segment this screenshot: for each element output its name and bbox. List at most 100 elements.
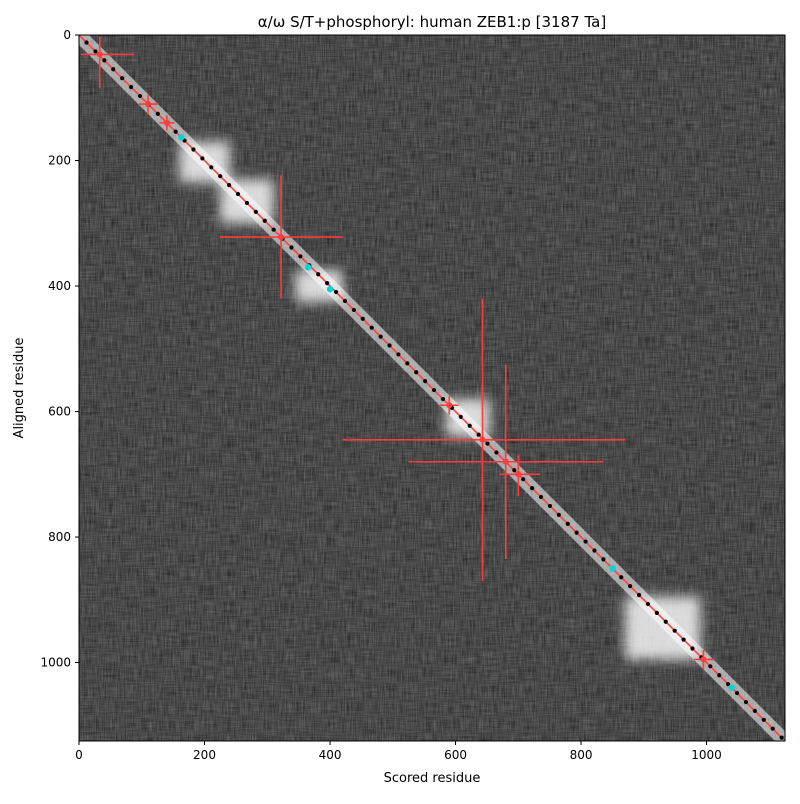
residue-dot bbox=[235, 191, 241, 197]
x-tick-label: 0 bbox=[75, 748, 83, 762]
highlight-points bbox=[178, 134, 735, 691]
residue-dot bbox=[431, 387, 437, 393]
residue-dot bbox=[93, 49, 98, 54]
residue-dot bbox=[636, 592, 642, 598]
cross-center bbox=[163, 119, 170, 126]
y-tick-label: 600 bbox=[48, 405, 71, 419]
highlight-point bbox=[304, 263, 312, 271]
highlight-point bbox=[609, 565, 616, 572]
residue-dot bbox=[601, 557, 606, 562]
residue-dot bbox=[494, 450, 499, 455]
residue-dot bbox=[262, 218, 267, 223]
residue-dot bbox=[654, 610, 659, 615]
highlight-point bbox=[326, 285, 334, 293]
cross-center bbox=[515, 471, 522, 478]
residue-dot bbox=[111, 67, 116, 72]
y-tick-label: 0 bbox=[63, 28, 71, 42]
residue-dot bbox=[298, 254, 303, 259]
residue-dot bbox=[485, 441, 490, 446]
plot-frame bbox=[78, 34, 786, 742]
residue-dot bbox=[316, 272, 321, 277]
residue-dot bbox=[619, 575, 624, 580]
residue-dot bbox=[120, 76, 125, 81]
residue-dot bbox=[227, 183, 232, 188]
residue-dot bbox=[770, 726, 775, 731]
residue-dot bbox=[663, 619, 668, 624]
residue-dot bbox=[779, 735, 784, 740]
residue-dot bbox=[690, 646, 695, 651]
residue-dot bbox=[396, 352, 401, 357]
x-axis-ticks: 0 200 400 600 800 1000 bbox=[75, 741, 722, 762]
residue-dot bbox=[458, 414, 463, 419]
residue-dot bbox=[521, 477, 526, 482]
x-tick-label: 200 bbox=[193, 748, 216, 762]
residue-dot bbox=[84, 40, 89, 45]
residue-dot bbox=[191, 147, 196, 152]
x-tick-label: 600 bbox=[444, 748, 467, 762]
residue-dot bbox=[200, 156, 205, 161]
residue-dot bbox=[369, 325, 374, 330]
residue-dot bbox=[173, 129, 178, 134]
residue-dot bbox=[209, 165, 214, 170]
residue-dot bbox=[137, 93, 143, 99]
residue-dot bbox=[628, 584, 633, 589]
residue-dot bbox=[538, 494, 544, 500]
residue-dot bbox=[556, 512, 561, 517]
residue-dot bbox=[708, 664, 713, 669]
residue-dot bbox=[342, 298, 348, 304]
highlight-point bbox=[728, 684, 735, 691]
y-tick-label: 400 bbox=[48, 279, 71, 293]
x-axis-label: Scored residue bbox=[384, 771, 481, 786]
residue-dot bbox=[333, 289, 339, 295]
cross-center bbox=[479, 436, 486, 443]
y-axis-label: Aligned residue bbox=[12, 338, 27, 439]
residue-dot bbox=[128, 84, 134, 90]
residue-dot bbox=[155, 111, 160, 116]
residue-dot bbox=[726, 682, 731, 687]
residue-dot bbox=[583, 539, 588, 544]
y-tick-label: 1000 bbox=[40, 656, 71, 670]
y-tick-label: 200 bbox=[48, 154, 71, 168]
residue-dot bbox=[387, 343, 392, 348]
residue-dot bbox=[645, 601, 651, 607]
x-tick-label: 400 bbox=[319, 748, 342, 762]
residue-dot bbox=[405, 361, 410, 366]
cross-center bbox=[446, 402, 453, 409]
residue-dot bbox=[351, 307, 356, 312]
residue-dot bbox=[423, 379, 428, 384]
residue-dot bbox=[378, 334, 383, 339]
residue-dot bbox=[681, 637, 686, 642]
residue-dot bbox=[271, 227, 276, 232]
residue-dot bbox=[476, 432, 481, 437]
residue-dot bbox=[253, 209, 258, 214]
cross-center bbox=[502, 458, 509, 465]
cross-center bbox=[145, 101, 152, 108]
residue-dot bbox=[752, 708, 757, 713]
cross-center bbox=[278, 234, 285, 241]
residue-dot bbox=[547, 503, 553, 509]
residue-dot bbox=[244, 200, 250, 206]
residue-dot bbox=[672, 628, 677, 633]
chart-title: α/ω S/T+phosphoryl: human ZEB1:p [3187 T… bbox=[258, 13, 606, 31]
plot-area bbox=[79, 35, 785, 741]
residue-dot bbox=[440, 396, 446, 402]
residue-dot bbox=[734, 690, 740, 696]
residue-dot bbox=[529, 485, 535, 491]
residue-dot bbox=[414, 370, 419, 375]
residue-dot bbox=[360, 316, 365, 321]
residue-dot bbox=[574, 530, 579, 535]
residue-dot bbox=[325, 281, 330, 286]
residue-dot bbox=[761, 717, 766, 722]
cross-center bbox=[700, 656, 707, 663]
highlight-point bbox=[178, 134, 185, 141]
x-tick-label: 800 bbox=[570, 748, 593, 762]
error-crosses bbox=[80, 36, 715, 671]
residue-dot bbox=[512, 468, 517, 473]
residue-dot bbox=[565, 521, 570, 526]
residue-dot bbox=[592, 548, 597, 553]
y-tick-label: 800 bbox=[48, 530, 71, 544]
residue-dot bbox=[289, 245, 294, 250]
residue-dot bbox=[717, 673, 722, 678]
residue-dot bbox=[102, 58, 107, 63]
